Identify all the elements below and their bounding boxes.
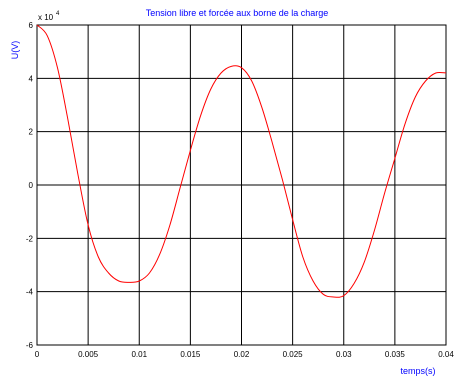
plot-frame xyxy=(36,24,447,346)
x-tick-label: 0.025 xyxy=(283,350,304,359)
x-tick-label: 0.01 xyxy=(131,350,147,359)
x-tick-label: 0.015 xyxy=(180,350,201,359)
chart-title: Tension libre et forcée aux borne de la … xyxy=(146,8,329,18)
series-line xyxy=(36,24,447,298)
y-tick-label: -6 xyxy=(26,341,34,350)
svg-text:4: 4 xyxy=(56,11,60,17)
x-tick-label: 0.03 xyxy=(336,350,352,359)
y-tick-label: -2 xyxy=(26,234,34,243)
x-tick-label: 0.035 xyxy=(385,350,406,359)
svg-text:x 10: x 10 xyxy=(38,13,54,22)
x-axis-label: temps(s) xyxy=(400,366,435,376)
y-tick-label: 6 xyxy=(29,21,34,30)
y-tick-label: 2 xyxy=(29,128,34,137)
tick-labels: 0 0.005 0.01 0.015 0.02 0.025 0.03 0.035 0.04 -6 -… xyxy=(26,21,454,359)
x-tick-label: 0.02 xyxy=(234,350,250,359)
x-tick-label: 0 xyxy=(35,350,40,359)
y-tick-label: 0 xyxy=(29,181,34,190)
y-axis-label: U(V) xyxy=(10,41,20,60)
y-tick-label: 4 xyxy=(29,74,34,83)
grid xyxy=(36,24,447,346)
x-tick-label: 0.04 xyxy=(438,350,454,359)
y-scale-note: x 10 4 xyxy=(38,11,60,22)
y-tick-label: -4 xyxy=(26,288,34,297)
x-tick-label: 0.005 xyxy=(78,350,99,359)
